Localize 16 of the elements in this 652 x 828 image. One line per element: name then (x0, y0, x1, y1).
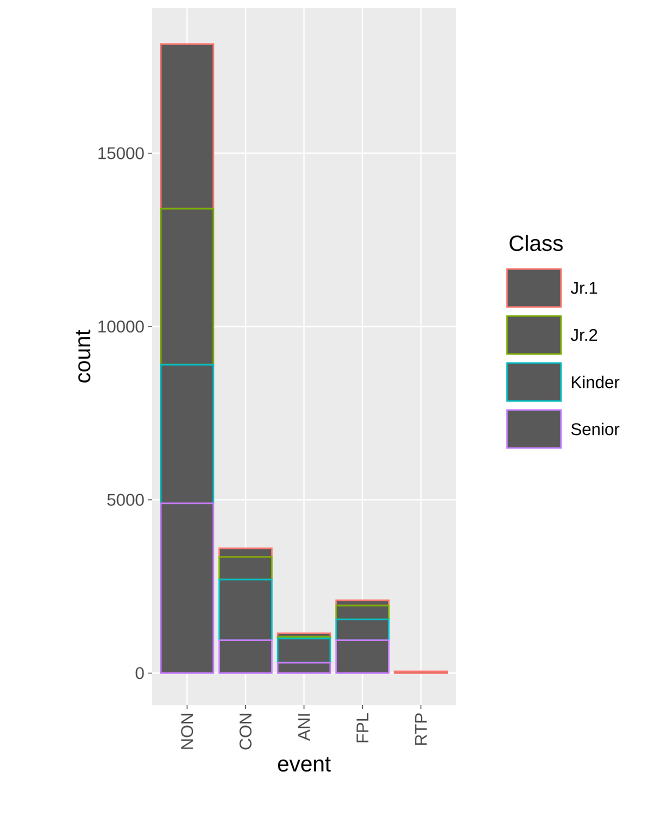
y-tick-label: 5000 (107, 494, 144, 506)
x-tick-label: ANI (298, 714, 310, 741)
legend-label: Senior (571, 422, 620, 436)
x-tick-label: CON (240, 714, 252, 750)
legend-title: Class (510, 234, 563, 252)
y-tick-label: 10000 (98, 320, 144, 333)
legend-label: Jr.2 (570, 328, 598, 342)
y-tick-label: 15000 (98, 147, 144, 160)
x-tick-label: FPL (356, 713, 368, 742)
x-axis-title: event (278, 757, 331, 772)
x-tick-label: RTP (415, 713, 427, 745)
x-tick-label: NON (181, 714, 194, 749)
y-axis-title: count (76, 330, 90, 382)
legend-label: Jr.1 (570, 282, 598, 294)
y-tick-label: 0 (136, 667, 144, 680)
legend-label: Kinder (572, 376, 620, 388)
